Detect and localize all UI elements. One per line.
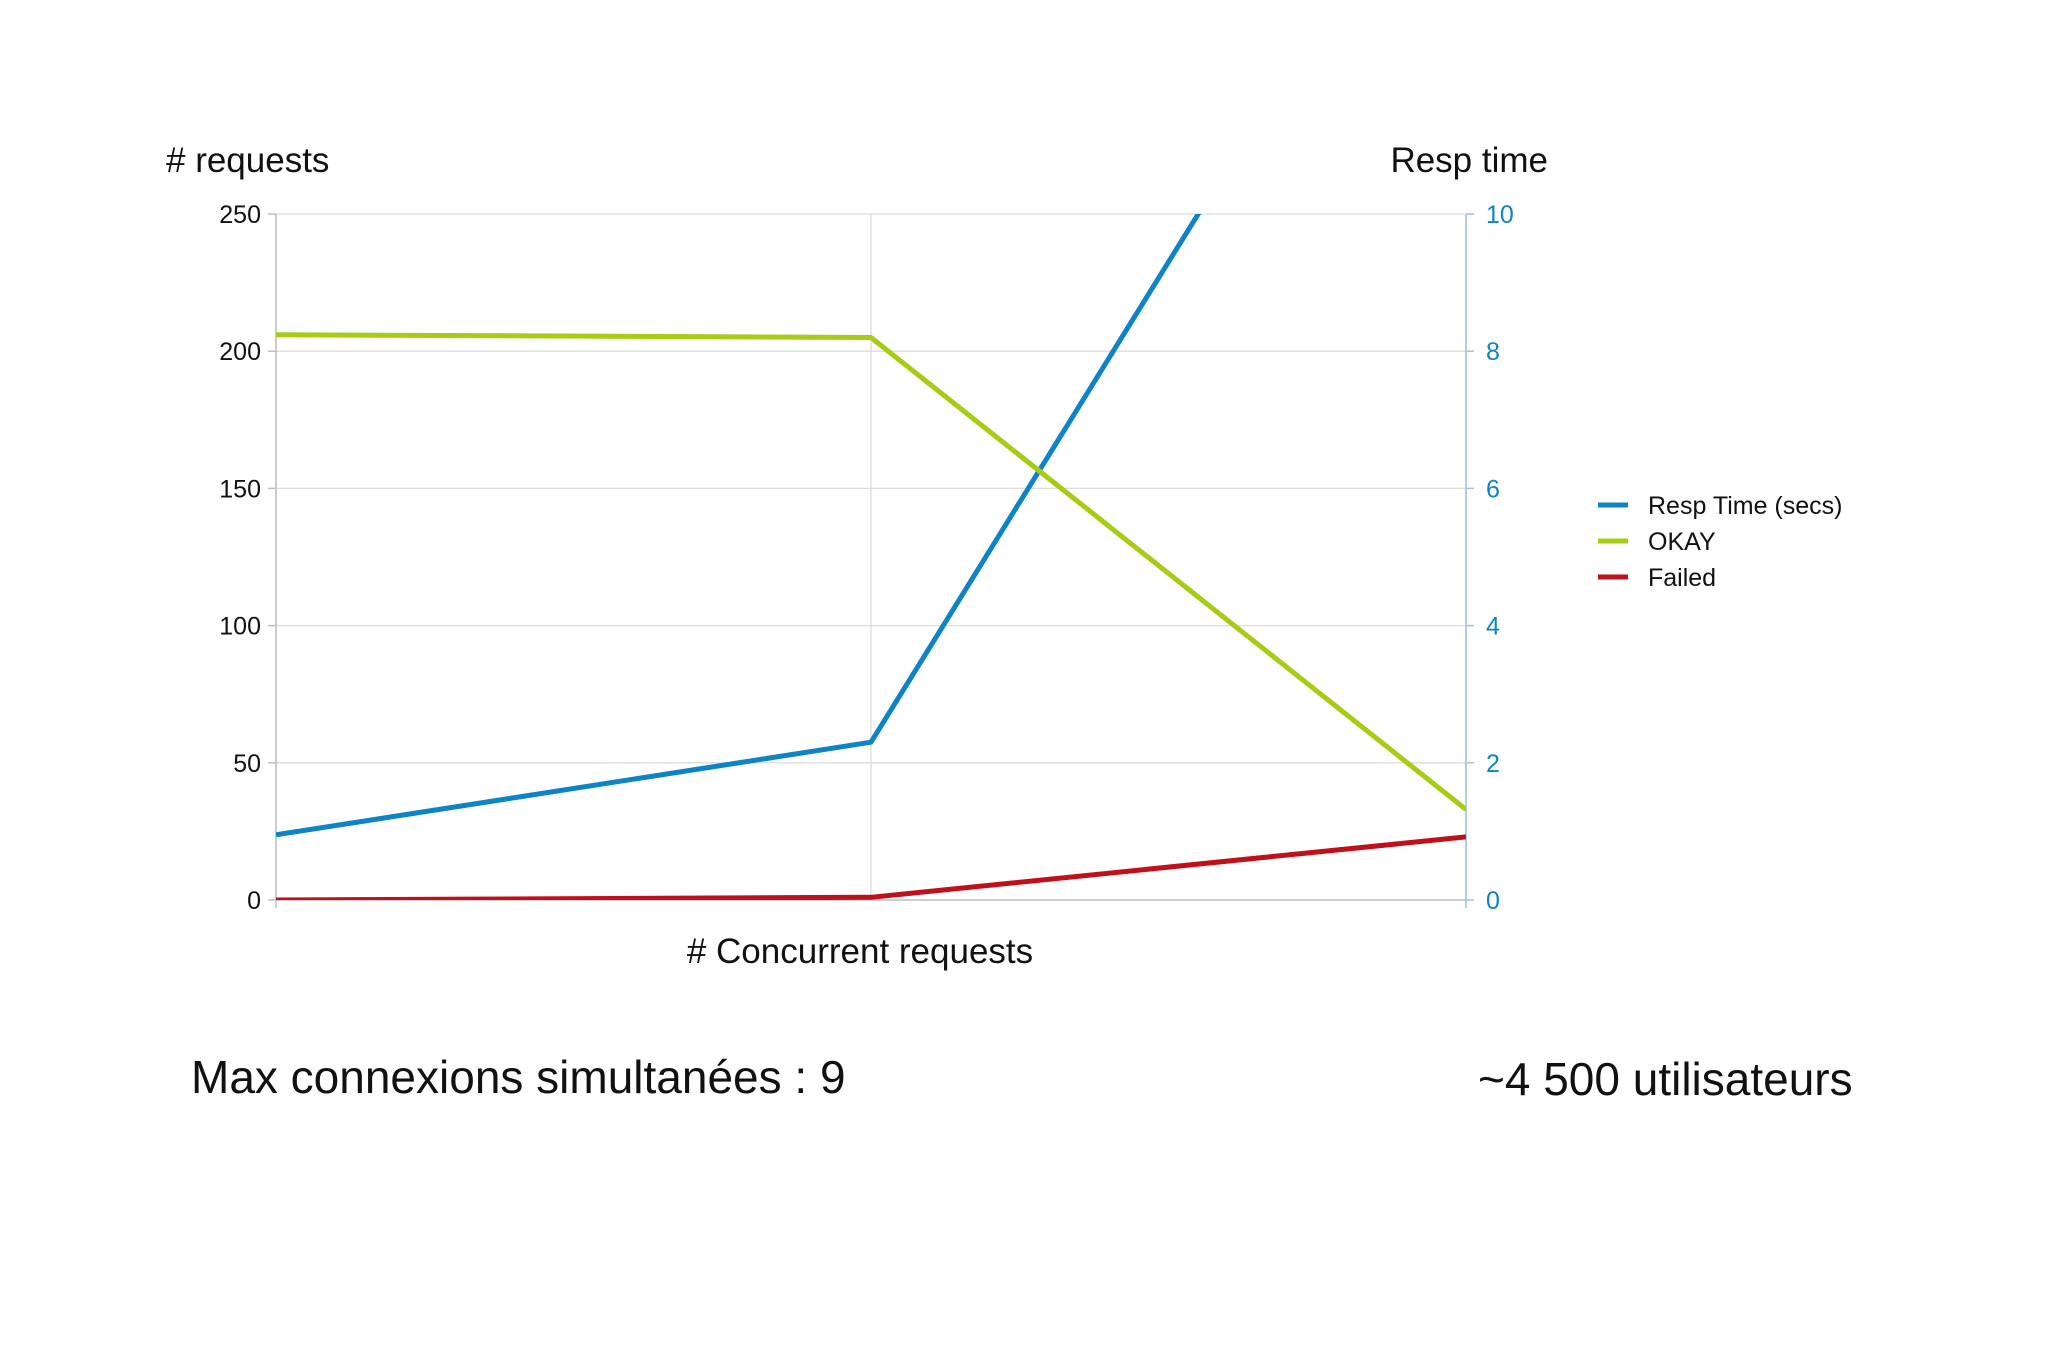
series-lines xyxy=(276,214,1466,900)
left-tick-labels: 0 50 100 150 200 250 xyxy=(219,201,261,915)
y2-tick-label: 10 xyxy=(1486,201,1514,229)
legend-label-resp-time-secs: Resp Time (secs) xyxy=(1648,492,1842,520)
series-line-resp-time-secs xyxy=(276,214,1202,838)
y-tick-label: 100 xyxy=(219,613,261,641)
y2-tick-label: 4 xyxy=(1486,613,1500,641)
caption-users: ~4 500 utilisateurs xyxy=(1478,1053,1853,1105)
series-line-okay xyxy=(276,332,1466,812)
y2-tick-label: 0 xyxy=(1486,887,1500,915)
y2-axis-title: Resp time xyxy=(1390,141,1548,180)
right-tick-labels: 0 2 4 6 8 10 xyxy=(1486,201,1514,915)
y-axis-title: # requests xyxy=(166,141,329,180)
y-tick-label: 250 xyxy=(219,201,261,229)
y-tick-label: 200 xyxy=(219,338,261,366)
caption-max-connections: Max connexions simultanées : 9 xyxy=(191,1051,846,1103)
legend: Resp Time (secs) OKAY Failed xyxy=(1598,492,1842,592)
y2-tick-label: 6 xyxy=(1486,475,1500,503)
series-line-failed xyxy=(276,834,1466,900)
y-tick-label: 150 xyxy=(219,475,261,503)
y-tick-label: 50 xyxy=(233,750,261,778)
y-tick-label: 0 xyxy=(247,887,261,915)
legend-label-failed: Failed xyxy=(1648,564,1716,592)
grid-lines xyxy=(275,213,1467,901)
legend-label-okay: OKAY xyxy=(1648,528,1716,556)
y2-tick-label: 2 xyxy=(1486,750,1500,778)
x-axis-title: # Concurrent requests xyxy=(687,932,1033,971)
y2-tick-label: 8 xyxy=(1486,338,1500,366)
